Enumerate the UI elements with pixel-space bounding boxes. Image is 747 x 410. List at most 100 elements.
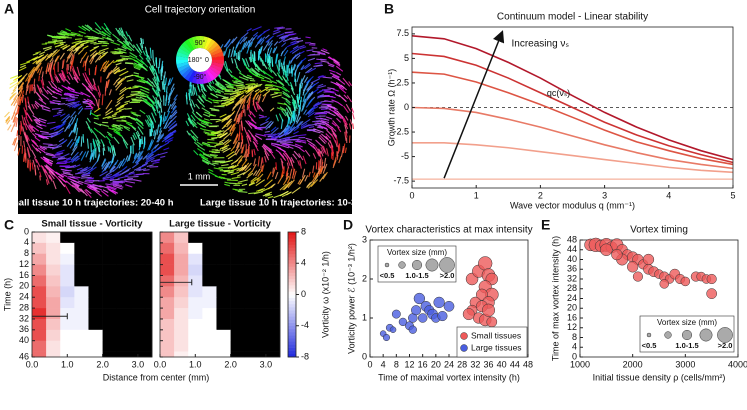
trajectory-streak bbox=[211, 109, 220, 112]
trajectory-streak bbox=[60, 113, 70, 122]
trajectory-streak bbox=[136, 168, 142, 172]
color-wheel-segment bbox=[204, 37, 212, 50]
no-tissue-cell bbox=[244, 308, 260, 320]
trajectory-streak bbox=[286, 162, 290, 169]
heatmap-cell bbox=[60, 329, 75, 341]
y-tick-label: 32 bbox=[19, 313, 29, 323]
trajectory-streak bbox=[252, 99, 255, 106]
trajectory-streak bbox=[315, 117, 327, 120]
x-tick-label: 44 bbox=[510, 359, 520, 369]
trajectory-streak bbox=[273, 41, 279, 46]
trajectory-streak bbox=[281, 75, 287, 83]
no-tissue-cell bbox=[144, 351, 153, 358]
trajectory-streak bbox=[327, 142, 332, 149]
heatmap-cell bbox=[160, 286, 175, 298]
trajectory-streak bbox=[262, 70, 268, 75]
y-tick-label: 28 bbox=[19, 302, 29, 312]
trajectory-streak bbox=[98, 32, 106, 37]
trajectory-streak bbox=[17, 147, 21, 156]
trajectory-streak bbox=[157, 91, 162, 103]
x-tick-label: 0.0 bbox=[26, 359, 39, 369]
y-tick-label: -2.5 bbox=[393, 126, 409, 136]
trajectory-streak bbox=[253, 106, 258, 113]
trajectory-streak bbox=[247, 170, 253, 176]
trajectory-streak bbox=[106, 80, 110, 87]
trajectory-streak bbox=[59, 113, 66, 117]
no-tissue-cell bbox=[88, 264, 103, 276]
trajectory-streak bbox=[152, 161, 160, 164]
size-legend-title: Vortex size (mm) bbox=[657, 318, 717, 327]
trajectory-streak bbox=[135, 131, 140, 140]
trajectory-streak bbox=[231, 123, 236, 132]
trajectory-streak bbox=[320, 150, 324, 157]
trajectory-streak bbox=[9, 93, 16, 99]
trajectory-streak bbox=[66, 138, 73, 148]
no-tissue-cell bbox=[116, 232, 132, 244]
bubble bbox=[391, 309, 401, 319]
trajectory-streak bbox=[164, 136, 174, 143]
trajectory-streak bbox=[109, 173, 120, 179]
heatmap-cell bbox=[160, 242, 175, 255]
trajectory-streak bbox=[306, 92, 314, 102]
trajectory-streak bbox=[66, 45, 75, 52]
trajectory-streak bbox=[332, 58, 340, 64]
trajectory-streak bbox=[157, 130, 163, 140]
trajectory-streak bbox=[231, 36, 238, 44]
heatmap-cell bbox=[88, 340, 103, 352]
trajectory-streak bbox=[74, 38, 83, 40]
trajectory-streak bbox=[13, 116, 18, 127]
trajectory-streak bbox=[144, 80, 152, 87]
heatmap-cell bbox=[74, 340, 89, 352]
trajectory-streak bbox=[290, 94, 297, 104]
trajectory-streak bbox=[110, 174, 121, 180]
trajectory-streak bbox=[118, 58, 129, 62]
colorbar-step bbox=[288, 353, 296, 358]
trajectory-streak bbox=[307, 85, 313, 92]
trajectory-streak bbox=[352, 112, 355, 120]
trajectory-streak bbox=[255, 133, 267, 137]
trajectory-streak bbox=[262, 144, 272, 154]
panel-label: A bbox=[4, 1, 14, 17]
trajectory-streak bbox=[191, 111, 196, 116]
trajectory-streak bbox=[43, 146, 54, 149]
x-tick-label: 32 bbox=[470, 359, 480, 369]
trajectory-streak bbox=[227, 38, 235, 48]
trajectory-streak bbox=[254, 67, 260, 73]
trajectory-streak bbox=[51, 49, 61, 58]
no-tissue-cell bbox=[102, 232, 118, 244]
trajectory-streak bbox=[245, 82, 255, 86]
annotation: Increasing νₛ bbox=[512, 38, 570, 49]
trajectory-streak bbox=[200, 122, 210, 127]
trajectory-streak bbox=[129, 54, 136, 59]
trajectory-streak bbox=[251, 163, 257, 172]
trajectory-streak bbox=[343, 105, 349, 114]
bubble bbox=[443, 300, 455, 312]
trajectory-streak bbox=[276, 64, 281, 74]
trajectory-streak bbox=[259, 47, 262, 55]
trajectory-streak bbox=[31, 125, 40, 132]
trajectory-streak bbox=[136, 79, 146, 84]
trajectory-streak bbox=[215, 149, 222, 152]
no-tissue-cell bbox=[258, 340, 274, 352]
trajectory-streak bbox=[106, 131, 113, 136]
trajectory-streak bbox=[101, 190, 109, 197]
trajectory-streak bbox=[302, 93, 306, 103]
trajectory-streak bbox=[244, 148, 248, 158]
trajectory-streak bbox=[57, 157, 65, 160]
trajectory-streak bbox=[62, 44, 71, 51]
trajectory-streak bbox=[80, 136, 83, 147]
trajectory-streak bbox=[225, 83, 235, 88]
trajectory-streak bbox=[73, 48, 79, 54]
trajectory-streak bbox=[208, 168, 214, 173]
trajectory-streak bbox=[115, 184, 124, 188]
heatmap-cell bbox=[174, 253, 189, 265]
trajectory-streak bbox=[325, 133, 331, 139]
trajectory-streak bbox=[86, 117, 91, 123]
trajectory-streak bbox=[157, 66, 160, 74]
size-legend-marker bbox=[439, 257, 455, 273]
trajectory-streak bbox=[229, 123, 236, 133]
trajectory-streak bbox=[265, 122, 273, 130]
trajectory-streak bbox=[133, 166, 142, 171]
trajectory-streak bbox=[68, 52, 73, 59]
heatmap-title: Small tissue - Vorticity bbox=[41, 219, 143, 230]
